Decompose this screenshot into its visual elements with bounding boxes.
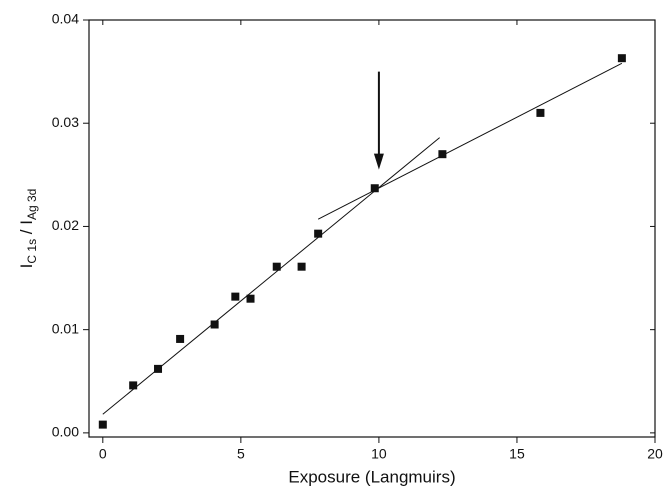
- y-tick-label: 0.01: [52, 320, 79, 336]
- y-axis-title-part: / I: [17, 220, 36, 239]
- data-point: [98, 420, 107, 429]
- data-point: [176, 334, 185, 343]
- data-point: [438, 150, 447, 159]
- y-axis-title-part: I: [17, 264, 36, 269]
- y-axis-title: IC 1s / IAg 3d: [17, 189, 39, 269]
- y-tick-label: 0.02: [52, 217, 79, 233]
- data-point: [617, 54, 626, 63]
- y-axis-title-part: C 1s: [25, 239, 39, 264]
- data-point: [314, 229, 323, 238]
- data-point: [129, 381, 138, 390]
- x-tick-label: 15: [509, 446, 525, 462]
- data-point: [246, 294, 255, 303]
- x-tick-label: 20: [647, 446, 663, 462]
- data-point: [154, 364, 163, 373]
- data-point: [297, 262, 306, 271]
- fit-line: [102, 137, 440, 415]
- arrow-head: [373, 153, 384, 170]
- x-tick-label: 5: [237, 446, 245, 462]
- x-tick-label: 0: [99, 446, 107, 462]
- fit-line: [317, 62, 623, 220]
- y-tick-label: 0.00: [52, 424, 79, 440]
- data-point: [536, 108, 545, 117]
- data-point: [370, 184, 379, 193]
- plot-frame: [88, 19, 656, 438]
- y-tick-label: 0.03: [52, 114, 79, 130]
- y-axis-title-part: Ag 3d: [25, 189, 39, 220]
- data-point: [210, 320, 219, 329]
- data-point: [231, 292, 240, 301]
- x-tick-label: 10: [371, 446, 387, 462]
- data-point: [272, 262, 281, 271]
- y-tick-label: 0.04: [52, 11, 79, 27]
- x-axis-title: Exposure (Langmuirs): [288, 467, 455, 486]
